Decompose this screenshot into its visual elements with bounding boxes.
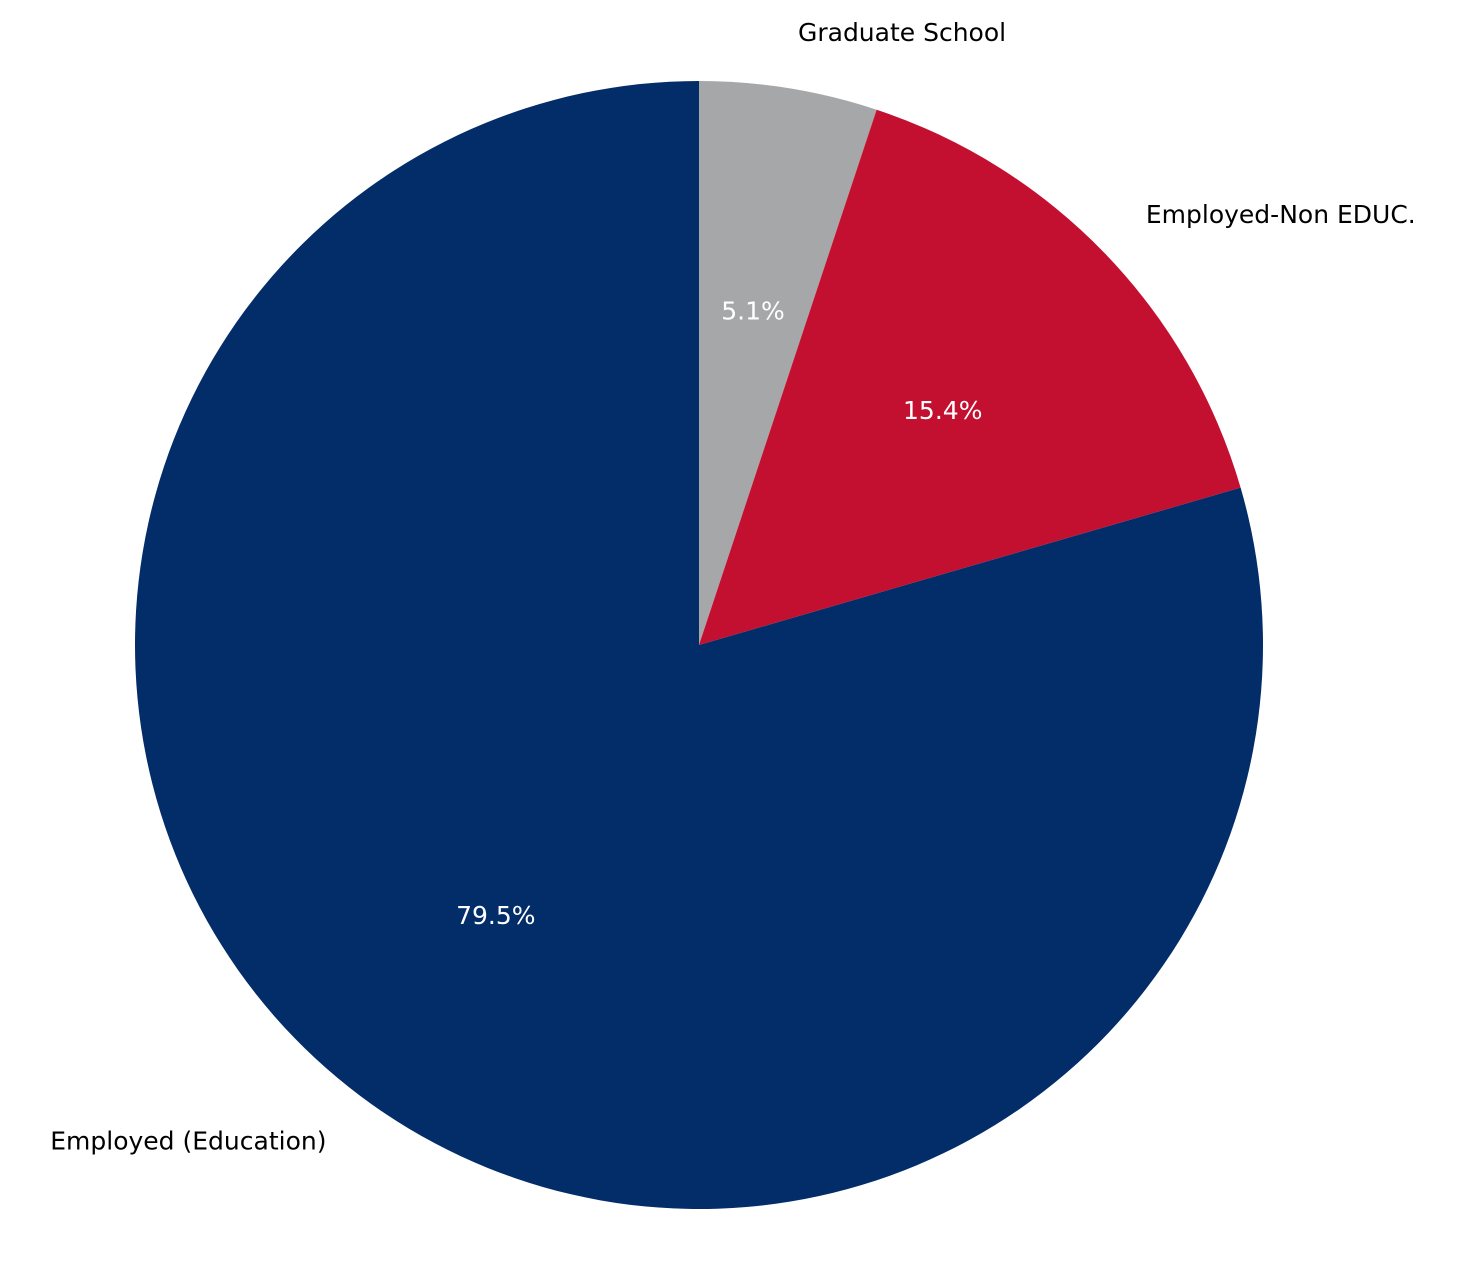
pie-slice-graduate-school [699, 81, 877, 645]
pie-percent-label-graduate-school: 5.1% [721, 296, 785, 325]
pie-category-label-graduate-school: Graduate School [798, 18, 1006, 47]
pie-percent-label-employed-non-educ: 15.4% [903, 396, 982, 425]
pie-percent-label-employed-education: 79.5% [456, 901, 535, 930]
pie-slice-employed-education [134, 81, 1263, 1209]
pie-slice-employed-non-educ [699, 109, 1241, 645]
pie-percent-labels: 5.1% 15.4% 79.5% [456, 296, 982, 930]
pie-slices [134, 81, 1263, 1209]
pie-category-labels: Graduate School Employed-Non EDUC. Employe… [50, 18, 1415, 1156]
pie-category-label-employed-non-educ: Employed-Non EDUC. [1146, 200, 1416, 229]
pie-category-label-employed-education: Employed (Education) [50, 1127, 326, 1156]
